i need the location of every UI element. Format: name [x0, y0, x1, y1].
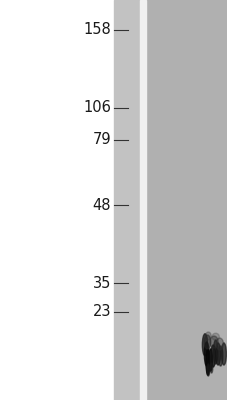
Text: 35: 35 — [92, 276, 111, 290]
Text: 106: 106 — [83, 100, 111, 116]
Ellipse shape — [203, 335, 210, 349]
Ellipse shape — [212, 340, 217, 364]
Text: 158: 158 — [83, 22, 111, 38]
Ellipse shape — [215, 343, 220, 365]
Ellipse shape — [206, 364, 209, 376]
Ellipse shape — [220, 343, 225, 365]
Ellipse shape — [209, 336, 217, 348]
Ellipse shape — [211, 333, 218, 340]
Ellipse shape — [210, 345, 215, 367]
Ellipse shape — [210, 363, 212, 373]
Text: 48: 48 — [92, 198, 111, 212]
Bar — [140, 0, 145, 400]
Text: 23: 23 — [92, 304, 111, 320]
Ellipse shape — [201, 334, 207, 356]
Bar — [114, 0, 140, 400]
Ellipse shape — [205, 349, 209, 375]
Bar — [0, 0, 114, 400]
Ellipse shape — [208, 349, 212, 371]
Bar — [145, 0, 227, 400]
Ellipse shape — [205, 332, 210, 340]
Ellipse shape — [203, 342, 208, 366]
Ellipse shape — [217, 346, 222, 366]
Ellipse shape — [215, 338, 222, 350]
Text: 79: 79 — [92, 132, 111, 148]
